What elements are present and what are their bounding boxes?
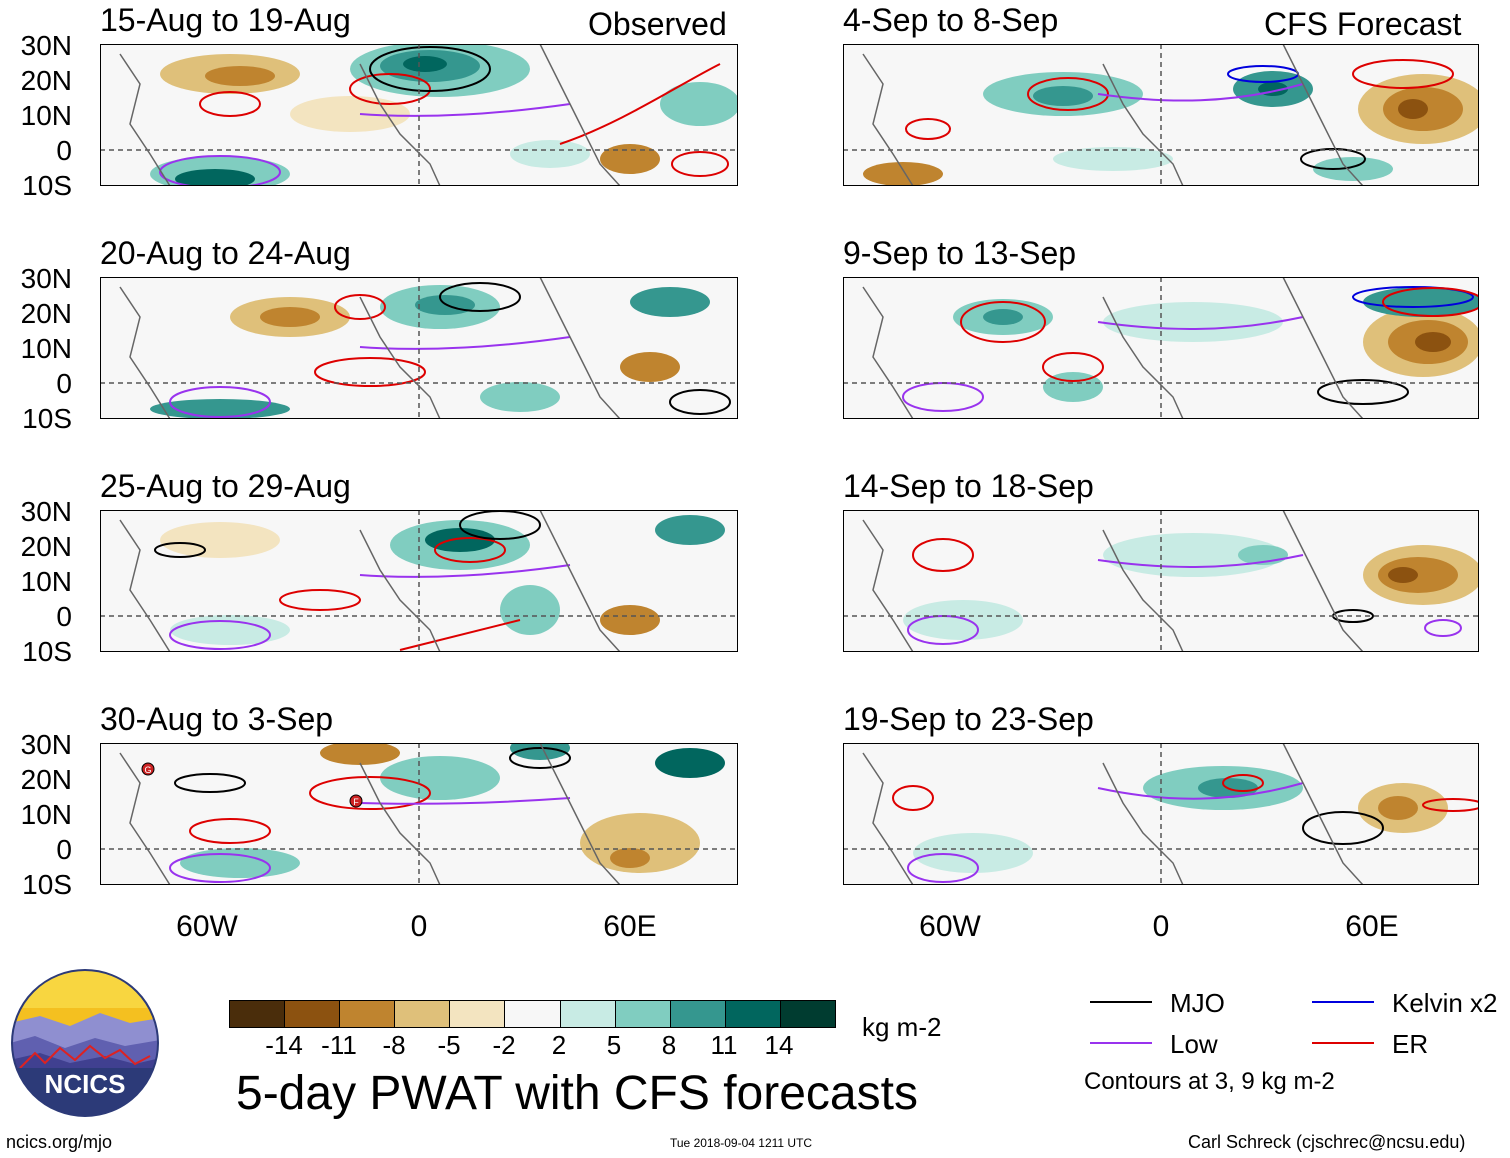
- panel-title-fc-2: 9-Sep to 13-Sep: [843, 235, 1077, 271]
- lat-label: 20N: [20, 531, 72, 562]
- colorbar: [229, 1000, 836, 1028]
- colorbar-tick: -5: [437, 1030, 461, 1060]
- colorbar-swatch: [560, 1001, 616, 1027]
- lon-label-fc: 60E: [1345, 910, 1399, 943]
- map-panel-obs-2: [100, 277, 738, 419]
- chart-title: 5-day PWAT with CFS forecasts: [236, 1067, 918, 1120]
- lat-label: 30N: [20, 496, 72, 527]
- lat-label: 10N: [20, 799, 72, 830]
- map-panel-fc-4: [843, 743, 1479, 885]
- storm-marker-g: G: [141, 762, 155, 776]
- legend-contour-note: Contours at 3, 9 kg m-2: [1084, 1068, 1335, 1095]
- legend-line-low: [1090, 1042, 1152, 1044]
- legend-label-er: ER: [1392, 1029, 1429, 1059]
- lat-label: 10N: [20, 100, 72, 131]
- colorbar-tick: 2: [551, 1030, 567, 1060]
- logo-text: NCICS: [45, 1069, 126, 1099]
- lat-label: 30N: [20, 729, 72, 760]
- colorbar-tick: 8: [661, 1030, 677, 1060]
- forecast-header: CFS Forecast: [1264, 6, 1462, 42]
- colorbar-swatch: [725, 1001, 781, 1027]
- svg-text:G: G: [144, 765, 151, 775]
- lat-label: 10S: [22, 869, 72, 900]
- colorbar-tick: -8: [382, 1030, 406, 1060]
- footer-credit: Carl Schreck (cjschrec@ncsu.edu): [1188, 1132, 1466, 1152]
- lon-label-fc: 0: [1152, 910, 1170, 943]
- colorbar-swatch: [615, 1001, 671, 1027]
- legend-label-low: Low: [1170, 1029, 1218, 1059]
- colorbar-tick: -14: [265, 1030, 303, 1060]
- footer-url[interactable]: ncics.org/mjo: [6, 1132, 113, 1152]
- legend-label-mjo: MJO: [1170, 988, 1225, 1018]
- legend-line-kelvin: [1312, 1001, 1374, 1003]
- lat-label: 10S: [22, 636, 72, 667]
- lat-label: 0: [56, 601, 72, 632]
- map-panel-obs-1: [100, 44, 738, 186]
- colorbar-tick: -2: [492, 1030, 516, 1060]
- map-panel-fc-3: [843, 510, 1479, 652]
- svg-text:F: F: [353, 797, 359, 807]
- lat-label: 0: [56, 135, 72, 166]
- panel-title-fc-4: 19-Sep to 23-Sep: [843, 701, 1094, 737]
- lat-label: 0: [56, 368, 72, 399]
- panel-title-fc-3: 14-Sep to 18-Sep: [843, 468, 1094, 504]
- legend-line-mjo: [1090, 1001, 1152, 1003]
- colorbar-swatch: [395, 1001, 451, 1027]
- observed-header: Observed: [588, 6, 727, 42]
- panel-title-fc-1: 4-Sep to 8-Sep: [843, 2, 1059, 38]
- colorbar-swatch: [670, 1001, 726, 1027]
- lon-label-obs: 0: [410, 910, 428, 943]
- colorbar-swatch: [505, 1001, 561, 1027]
- lat-label: 10S: [22, 403, 72, 434]
- legend-label-kelvin: Kelvin x2: [1392, 988, 1498, 1018]
- lat-label: 20N: [20, 298, 72, 329]
- colorbar-tick: 14: [764, 1030, 794, 1060]
- legend-line-er: [1312, 1042, 1374, 1044]
- map-panel-obs-3: [100, 510, 738, 652]
- panel-title-obs-4: 30-Aug to 3-Sep: [100, 701, 334, 737]
- map-panel-fc-1: [843, 44, 1479, 186]
- colorbar-swatch: [230, 1001, 286, 1027]
- map-panel-obs-4: G F: [100, 743, 738, 885]
- lat-label: 0: [56, 834, 72, 865]
- colorbar-swatch: [780, 1001, 836, 1027]
- ncics-logo: NCICS: [11, 969, 159, 1117]
- colorbar-tick: -11: [321, 1030, 357, 1060]
- lat-label: 20N: [20, 764, 72, 795]
- lat-label: 10N: [20, 333, 72, 364]
- colorbar-swatch: [340, 1001, 396, 1027]
- lon-label-fc: 60W: [919, 910, 981, 943]
- map-panel-fc-2: [843, 277, 1479, 419]
- panel-title-obs-3: 25-Aug to 29-Aug: [100, 468, 351, 504]
- colorbar-tick: 11: [710, 1030, 738, 1060]
- lon-label-obs: 60E: [603, 910, 657, 943]
- lat-label: 30N: [20, 30, 72, 61]
- lat-label: 10S: [22, 170, 72, 201]
- colorbar-tick: 5: [606, 1030, 622, 1060]
- lat-label: 20N: [20, 65, 72, 96]
- lon-label-obs: 60W: [176, 910, 238, 943]
- footer-timestamp: Tue 2018-09-04 1211 UTC: [670, 1136, 813, 1150]
- lat-label: 10N: [20, 566, 72, 597]
- colorbar-swatch: [285, 1001, 341, 1027]
- panel-title-obs-1: 15-Aug to 19-Aug: [100, 2, 351, 38]
- colorbar-swatch: [450, 1001, 506, 1027]
- lat-label: 30N: [20, 263, 72, 294]
- storm-marker-f: F: [349, 794, 363, 808]
- panel-title-obs-2: 20-Aug to 24-Aug: [100, 235, 351, 271]
- colorbar-unit: kg m-2: [862, 1012, 942, 1042]
